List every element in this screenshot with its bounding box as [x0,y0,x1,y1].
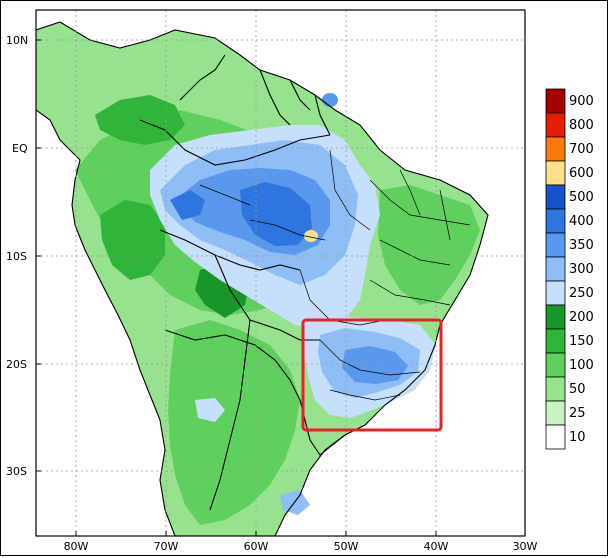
legend-swatch [545,376,566,402]
lat-label-30s: 30S [6,465,27,478]
lon-label-80w: 80W [64,540,89,553]
rain-band-350-north [322,93,338,107]
color-legend: 900 800 700 600 500 400 350 300 250 200 150 100 50 25… [545,88,594,450]
rain-band-100-east [378,185,480,305]
plot-border [35,9,526,537]
rain-band-400 [240,182,312,246]
legend-label: 700 [569,142,594,157]
legend-label: 300 [569,262,594,277]
lat-label-10s: 10S [6,250,27,263]
legend-label: 400 [569,214,594,229]
rain-band-250-sw [195,398,225,422]
rain-band-150-west [100,200,165,280]
legend-swatch [545,184,566,210]
legend-swatch [545,304,566,330]
lon-label-30w: 30W [513,540,538,553]
legend-label: 200 [569,310,594,325]
lon-label-50w: 50W [334,540,359,553]
legend-swatch [545,232,566,258]
legend-label: 25 [569,406,586,421]
legend-label: 100 [569,358,594,373]
legend-swatch [545,112,566,138]
legend-swatch [545,328,566,354]
legend-swatch [545,280,566,306]
legend-swatch [545,352,566,378]
legend-swatch [545,256,566,282]
legend-swatch [545,400,566,426]
legend-label: 900 [569,94,594,109]
axis-ticks [36,39,526,536]
lat-label-eq: EQ [12,142,28,155]
legend-label: 10 [569,430,586,445]
lon-label-70w: 70W [154,540,179,553]
legend-label: 500 [569,190,594,205]
lon-label-40w: 40W [424,540,449,553]
legend-label: 800 [569,118,594,133]
legend-label: 600 [569,166,594,181]
legend-swatch [545,136,566,162]
rain-band-600 [304,230,318,242]
legend-swatch [545,208,566,234]
rain-band-400-west [170,190,205,220]
legend-label: 350 [569,238,594,253]
lat-lon-gridlines [36,10,525,536]
legend-label: 250 [569,286,594,301]
lat-label-20s: 20S [6,358,27,371]
legend-label: 150 [569,334,594,349]
lat-label-10n: 10N [6,34,28,47]
highlight-box [301,318,443,432]
legend-label: 50 [569,382,586,397]
legend-swatch [545,160,566,186]
legend-swatch [545,88,566,114]
longitude-labels: 80W 70W 60W 50W 40W 30W [64,540,538,553]
latitude-labels: 10N EQ 10S 20S 30S [6,34,28,478]
legend-swatch [545,424,566,450]
lon-label-60w: 60W [244,540,269,553]
